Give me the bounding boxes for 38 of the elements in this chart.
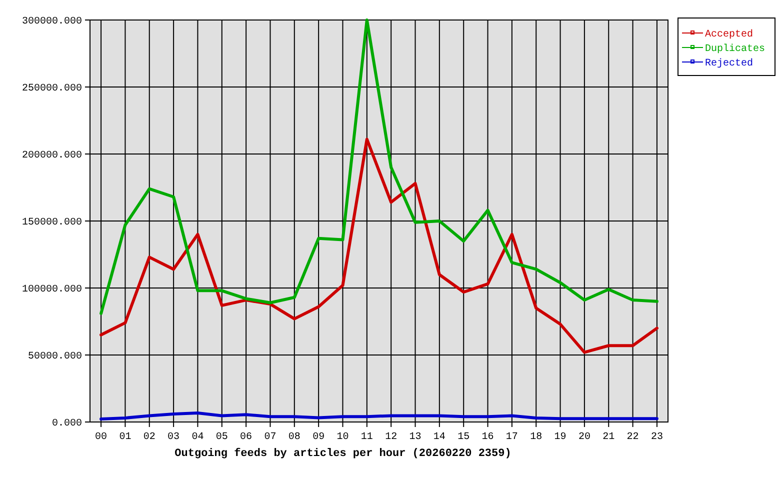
- x-tick-label: 19: [554, 432, 566, 443]
- x-tick-label: 03: [168, 432, 180, 443]
- x-tick-label: 10: [336, 432, 349, 443]
- x-tick-label: 23: [650, 432, 663, 443]
- y-tick-label: 300000.000: [22, 16, 82, 28]
- legend-label: Accepted: [705, 28, 754, 40]
- y-tick-label: 50000.000: [28, 352, 82, 362]
- x-tick-label: 13: [409, 432, 422, 443]
- y-tick-label: 100000.000: [22, 284, 82, 296]
- legend-label: Rejected: [705, 58, 754, 70]
- y-tick-label: 200000.000: [22, 150, 82, 162]
- x-tick-label: 20: [578, 432, 590, 443]
- x-tick-label: 22: [626, 432, 639, 443]
- line-series: [100, 412, 658, 421]
- x-tick-label: 00: [95, 432, 108, 443]
- y-tick-label: 150000.000: [22, 218, 82, 228]
- y-tick-label: 0.000: [52, 418, 82, 430]
- x-tick-label: 05: [216, 432, 228, 443]
- x-tick-label: 12: [385, 432, 398, 443]
- x-tick-label: 17: [506, 432, 518, 443]
- x-tick-label: 01: [119, 432, 132, 443]
- x-tick-label: 07: [264, 432, 276, 443]
- x-tick-label: 16: [482, 432, 494, 443]
- x-tick-label: 21: [602, 432, 615, 443]
- x-tick-label: 06: [240, 432, 252, 443]
- x-tick-label: 18: [530, 432, 542, 443]
- x-tick-label: 09: [312, 432, 325, 443]
- x-axis-title: Outgoing feeds by articles per hour (20260220 2359): [174, 447, 512, 460]
- x-tick-label: 11: [360, 432, 373, 443]
- x-tick-label: 04: [192, 432, 204, 443]
- x-tick-label: 08: [288, 432, 300, 443]
- x-tick-label: 15: [458, 432, 470, 443]
- x-tick-label: 14: [433, 432, 446, 443]
- y-tick-label: 250000.000: [22, 84, 82, 94]
- legend-label: Duplicates: [705, 43, 766, 55]
- line-series: [100, 138, 658, 354]
- line-series: [100, 18, 658, 315]
- x-tick-label: 02: [143, 432, 156, 443]
